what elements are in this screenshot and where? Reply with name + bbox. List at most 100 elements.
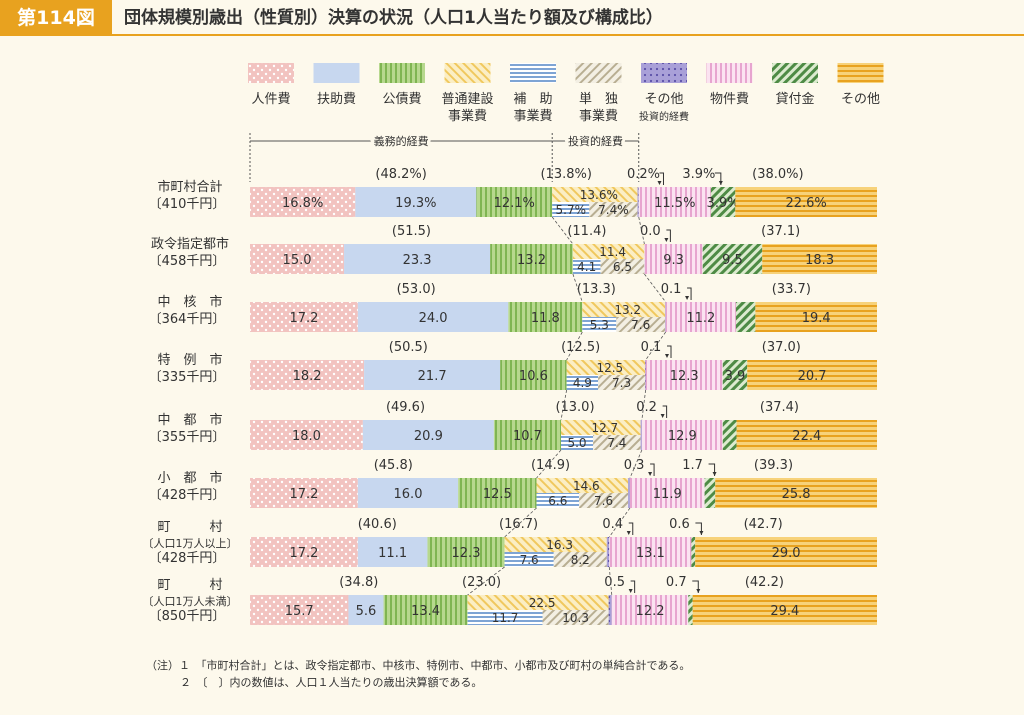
segment-butsu <box>641 420 723 450</box>
segment-hojo <box>504 552 554 567</box>
label-tandoku: 8.2 <box>571 553 590 567</box>
label-others-total: (33.7) <box>772 282 811 297</box>
segment-kosai <box>493 420 561 450</box>
label-butsu: 11.9 <box>653 487 682 502</box>
arrow-kashitsuke <box>696 589 701 593</box>
label-kosai: 10.7 <box>513 429 542 444</box>
segment-futsu <box>467 595 609 610</box>
label-fujo: 20.9 <box>414 429 443 444</box>
connector-gimu <box>467 566 505 596</box>
segment-other <box>735 187 877 217</box>
segment-other_inv <box>637 187 639 217</box>
arrow-kashitsuke <box>699 531 704 535</box>
connector-toushi <box>629 449 643 479</box>
label-fujo: 21.7 <box>418 369 447 384</box>
leader-other-inv <box>628 522 634 535</box>
row-category-label: 特 例 市 <box>157 352 222 368</box>
label-jinken: 16.8% <box>282 196 323 211</box>
label-hojo: 5.3 <box>590 318 609 332</box>
segment-other_inv <box>640 420 642 450</box>
leader-other-inv <box>630 580 636 593</box>
row-amount-label: 〔428千円〕 <box>149 488 226 503</box>
segment-butsu <box>665 302 736 332</box>
segment-kosai <box>427 537 505 567</box>
label-toushi-total: (13.8%) <box>540 167 591 182</box>
segment-futsu <box>560 420 641 435</box>
bar-row: 市町村合計〔410千円〕 16.8% 19.3% 12.1% 13.6%5.7% 7.4%… <box>149 167 877 217</box>
legend-swatch-hojo <box>510 63 556 83</box>
bar-row: 小 都 市〔428千円〕 17.2 16.0 12.5 14.6 6.6 7.6 11.9 25… <box>149 458 877 508</box>
label-butsu: 12.9 <box>668 429 697 444</box>
connector-gimu <box>560 389 568 421</box>
segment-fujo <box>364 360 501 390</box>
label-futsu: 11.4 <box>599 245 626 259</box>
segment-tandoku <box>589 202 638 217</box>
label-futsu: 22.5 <box>529 596 556 610</box>
connector-toushi <box>644 273 667 303</box>
segment-kashitsuke <box>722 420 737 450</box>
legend-label-futsu: 事業費 <box>448 108 487 124</box>
row-amount-label: 〔428千円〕 <box>149 551 226 566</box>
title-rule <box>112 34 1024 36</box>
segment-jinken <box>250 187 356 217</box>
segment-jinken <box>250 244 345 274</box>
segment-hojo <box>572 259 601 274</box>
segment-fujo <box>362 420 494 450</box>
label-fujo: 16.0 <box>394 487 423 502</box>
label-kosai: 13.2 <box>517 253 546 268</box>
legend-label-other_inv: その他 <box>644 92 683 107</box>
label-jinken: 15.0 <box>283 253 312 268</box>
label-fujo: 5.6 <box>356 604 377 619</box>
label-jinken: 17.2 <box>289 311 318 326</box>
leader-other-inv <box>662 405 668 418</box>
segment-fujo <box>357 537 428 567</box>
label-kosai: 12.5 <box>483 487 512 502</box>
row-category-sublabel: 〔人口1万人以上〕 <box>143 537 238 550</box>
leader-kashitsuke <box>692 580 699 593</box>
segment-fujo <box>357 478 459 508</box>
label-other-inv: 0.1 <box>641 340 662 355</box>
label-other: 22.6% <box>785 196 826 211</box>
segment-hojo <box>467 610 543 625</box>
segment-hojo <box>552 202 590 217</box>
label-futsu: 12.5 <box>596 361 623 375</box>
segment-other <box>762 244 877 274</box>
arrow-other-inv <box>664 238 669 242</box>
label-toushi-total: (12.5) <box>561 340 600 355</box>
segment-tandoku <box>600 259 645 274</box>
segment-other_inv <box>645 360 646 390</box>
label-kashitsuke: 3.9 <box>725 369 746 384</box>
label-tandoku: 7.6 <box>631 318 650 332</box>
label-toushi-total: (14.9) <box>531 458 570 473</box>
row-amount-label: 〔850千円〕 <box>149 609 226 624</box>
row-category-label: 小 都 市 <box>157 470 222 486</box>
segment-hojo <box>582 317 617 332</box>
label-other-inv: 0.2% <box>627 167 660 182</box>
segment-butsu <box>611 595 689 625</box>
legend-swatch-fujo <box>313 63 360 83</box>
figure-header: 第114図 団体規模別歳出（性質別）決算の状況（人口1人当たり額及び構成比） <box>0 0 1024 36</box>
legend-label-kashitsuke: 貸付金 <box>775 91 814 107</box>
segment-kashitsuke <box>691 537 696 567</box>
bars: 市町村合計〔410千円〕 16.8% 19.3% 12.1% 13.6%5.7% 7.4%… <box>143 167 877 625</box>
note-1: （注）１ 「市町村合計」とは、政令指定都市、中核市、特例市、中都市、小都市及び町… <box>146 659 691 672</box>
legend-label-butsu: 物件費 <box>710 92 749 107</box>
leader-other-inv <box>666 229 671 242</box>
segment-tandoku <box>593 435 641 450</box>
segment-other <box>755 302 877 332</box>
segment-other_inv <box>606 537 610 567</box>
label-other: 18.3 <box>805 253 834 268</box>
legend-label-hojo: 事業費 <box>513 108 552 124</box>
arrow-other-inv <box>628 589 633 593</box>
label-toushi-total: (11.4) <box>567 224 606 239</box>
connector-toushi <box>608 507 631 538</box>
label-others-total: (38.0%) <box>752 167 803 182</box>
segment-jinken <box>250 478 358 508</box>
label-futsu: 13.2 <box>614 303 641 317</box>
segment-kosai <box>458 478 537 508</box>
label-kosai: 10.6 <box>519 369 548 384</box>
arrow-other-inv <box>648 472 653 476</box>
legend-swatch-futsu <box>444 63 491 83</box>
label-tandoku: 7.6 <box>594 494 613 508</box>
group-brackets: 義務的経費 投資的経費 <box>249 131 640 182</box>
